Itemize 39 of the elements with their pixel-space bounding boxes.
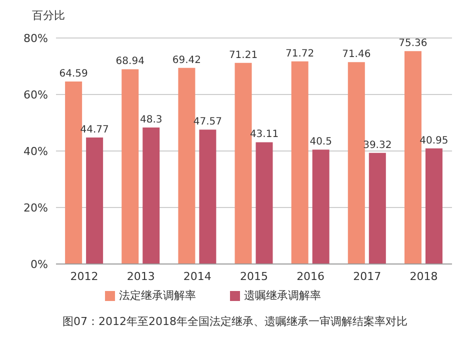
bar [348, 62, 365, 264]
x-tick-label: 2014 [183, 270, 212, 283]
legend-label: 法定继承调解率 [119, 289, 196, 302]
data-label: 69.42 [172, 54, 202, 66]
y-axis-title: 百分比 [32, 8, 65, 23]
data-label: 68.94 [116, 56, 144, 68]
x-tick-label: 2017 [353, 270, 382, 283]
data-label: 64.59 [59, 68, 88, 80]
bar [404, 51, 422, 264]
y-tick-label: 20% [24, 201, 48, 214]
bar [256, 142, 273, 264]
x-tick-label: 2012 [70, 270, 98, 283]
legend-label: 遗嘱继承调解率 [244, 289, 321, 302]
x-tick-label: 2018 [410, 270, 438, 283]
bar [291, 61, 308, 264]
data-label: 71.72 [286, 48, 314, 60]
bar [368, 152, 386, 264]
y-tick-label: 40% [24, 144, 48, 158]
bar [425, 148, 442, 264]
bar [86, 138, 104, 264]
y-tick-label: 0% [30, 258, 48, 271]
bar [122, 69, 139, 264]
bar [234, 62, 252, 264]
caption: 图07：2012年至2018年全国法定继承、遗嘱继承一审调解结案率对比 [62, 314, 408, 329]
bar [312, 150, 330, 264]
bar [65, 82, 82, 264]
x-tick-label: 2015 [240, 270, 268, 283]
x-tick-label: 2013 [126, 270, 155, 283]
data-label: 48.3 [140, 114, 162, 126]
data-label: 71.46 [342, 49, 371, 60]
y-tick-label: 80% [24, 32, 48, 45]
x-tick-label: 2016 [296, 270, 325, 283]
data-label: 75.36 [398, 38, 428, 50]
bar [142, 128, 160, 264]
data-label: 71.21 [228, 50, 258, 61]
bar [199, 130, 216, 264]
bar [178, 68, 196, 264]
data-label: 40.5 [310, 136, 332, 148]
y-tick-label: 60% [24, 88, 48, 102]
